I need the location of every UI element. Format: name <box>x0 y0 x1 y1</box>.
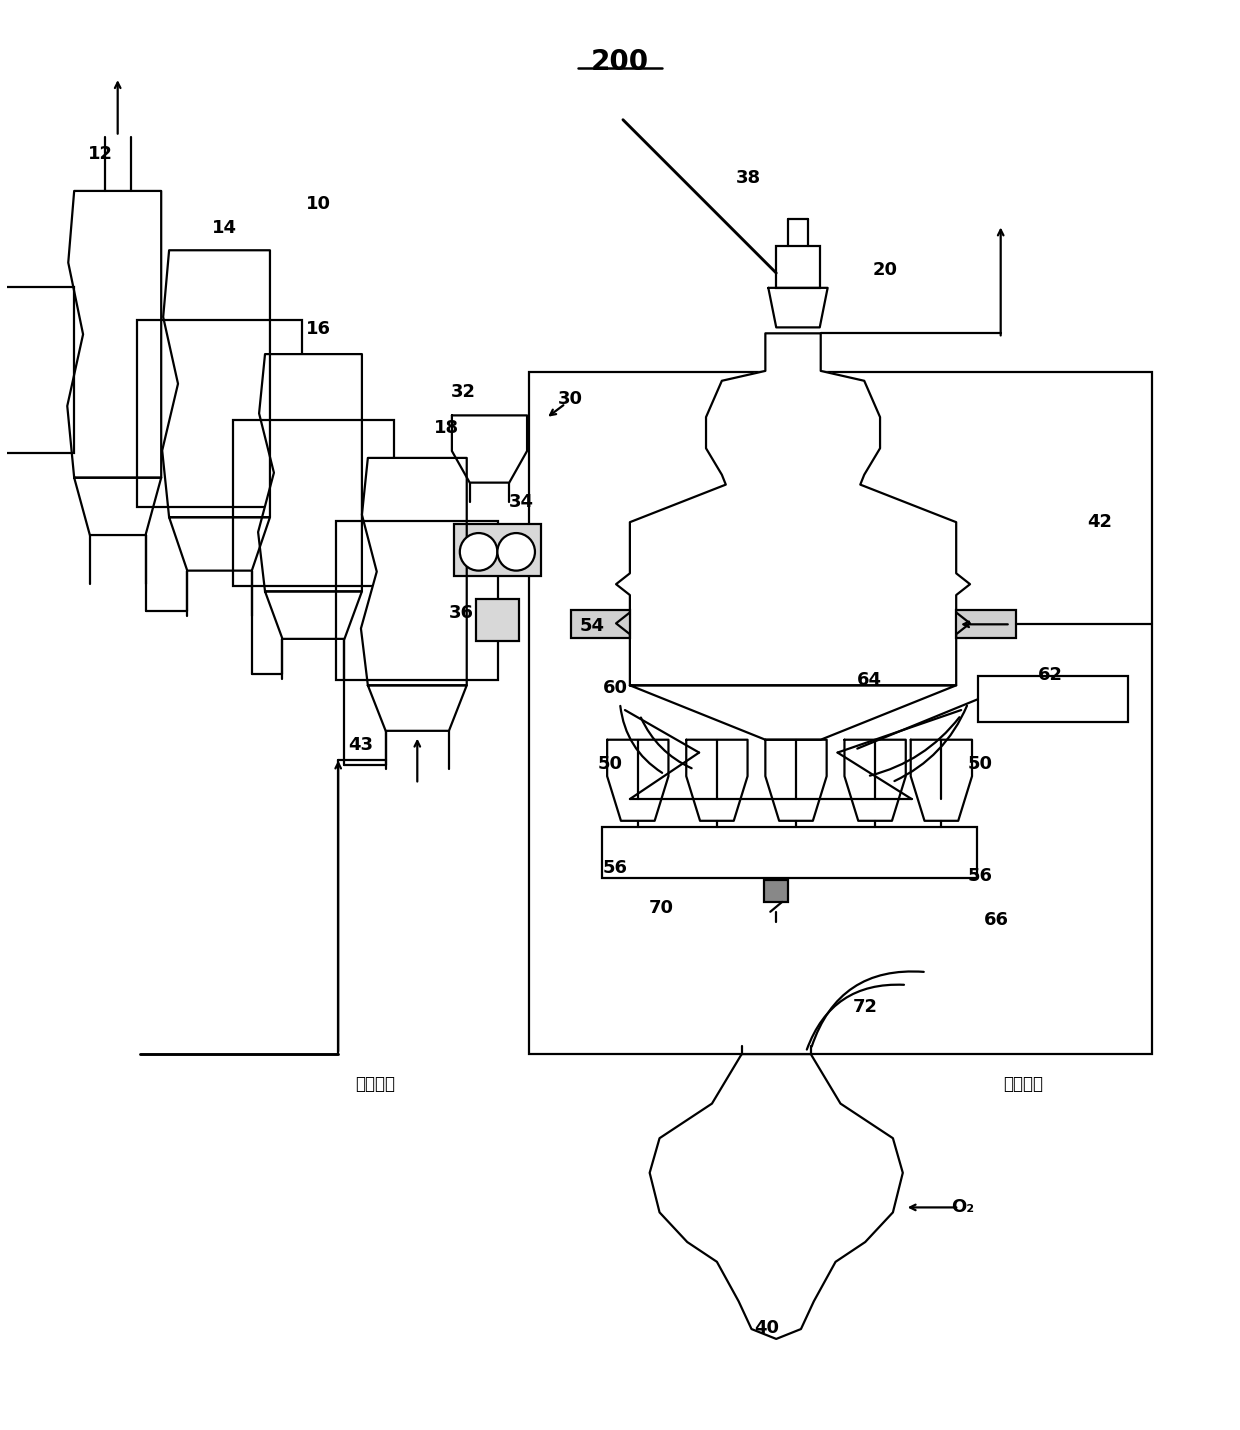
Polygon shape <box>910 739 972 821</box>
Circle shape <box>497 533 534 571</box>
Text: 14: 14 <box>212 219 237 236</box>
Polygon shape <box>361 458 466 685</box>
Text: 64: 64 <box>857 672 882 689</box>
Text: 20: 20 <box>872 262 898 279</box>
Text: 56: 56 <box>968 867 993 885</box>
Text: 40: 40 <box>754 1318 779 1337</box>
Text: 12: 12 <box>88 146 113 163</box>
Polygon shape <box>769 287 827 327</box>
Text: 34: 34 <box>508 493 533 512</box>
Text: 50: 50 <box>598 755 622 774</box>
Polygon shape <box>630 685 956 739</box>
Circle shape <box>460 533 497 571</box>
Bar <box>454 525 541 576</box>
Polygon shape <box>162 250 270 518</box>
Text: O₂: O₂ <box>951 1198 975 1217</box>
Polygon shape <box>608 739 668 821</box>
Bar <box>2 286 74 453</box>
Text: 200: 200 <box>591 47 649 76</box>
Text: 60: 60 <box>603 679 627 698</box>
Text: 42: 42 <box>1087 513 1112 531</box>
Bar <box>233 420 393 586</box>
Polygon shape <box>67 192 161 478</box>
Text: 36: 36 <box>449 603 474 622</box>
Bar <box>570 611 630 638</box>
Bar <box>978 676 1128 722</box>
Polygon shape <box>686 739 748 821</box>
Polygon shape <box>368 685 466 731</box>
Bar <box>529 372 1152 1054</box>
Text: 32: 32 <box>451 383 476 400</box>
Text: 70: 70 <box>649 899 675 917</box>
Text: 66: 66 <box>983 911 1009 928</box>
Bar <box>776 246 820 287</box>
Text: 还原气体: 还原气体 <box>355 1075 394 1093</box>
Text: 38: 38 <box>737 169 761 187</box>
Text: 18: 18 <box>434 419 460 438</box>
Text: 56: 56 <box>603 859 627 877</box>
Polygon shape <box>451 415 527 483</box>
Bar <box>764 879 789 902</box>
Polygon shape <box>616 333 970 685</box>
Polygon shape <box>650 1054 903 1338</box>
Polygon shape <box>169 518 270 571</box>
Bar <box>603 827 977 878</box>
Bar <box>138 320 301 508</box>
Text: 43: 43 <box>348 735 373 754</box>
Polygon shape <box>765 739 827 821</box>
Text: 16: 16 <box>306 320 331 339</box>
Polygon shape <box>265 592 362 639</box>
Text: 30: 30 <box>558 389 583 408</box>
Text: 还原气体: 还原气体 <box>1003 1075 1043 1093</box>
Bar <box>476 599 520 641</box>
Polygon shape <box>258 355 362 592</box>
Bar <box>336 521 498 681</box>
Text: 50: 50 <box>968 755 993 774</box>
Polygon shape <box>74 478 161 535</box>
Polygon shape <box>844 739 905 821</box>
Text: 72: 72 <box>853 998 878 1015</box>
Bar <box>956 611 1016 638</box>
Text: 10: 10 <box>306 194 331 213</box>
Text: 54: 54 <box>580 616 605 635</box>
Text: 62: 62 <box>1038 666 1063 685</box>
